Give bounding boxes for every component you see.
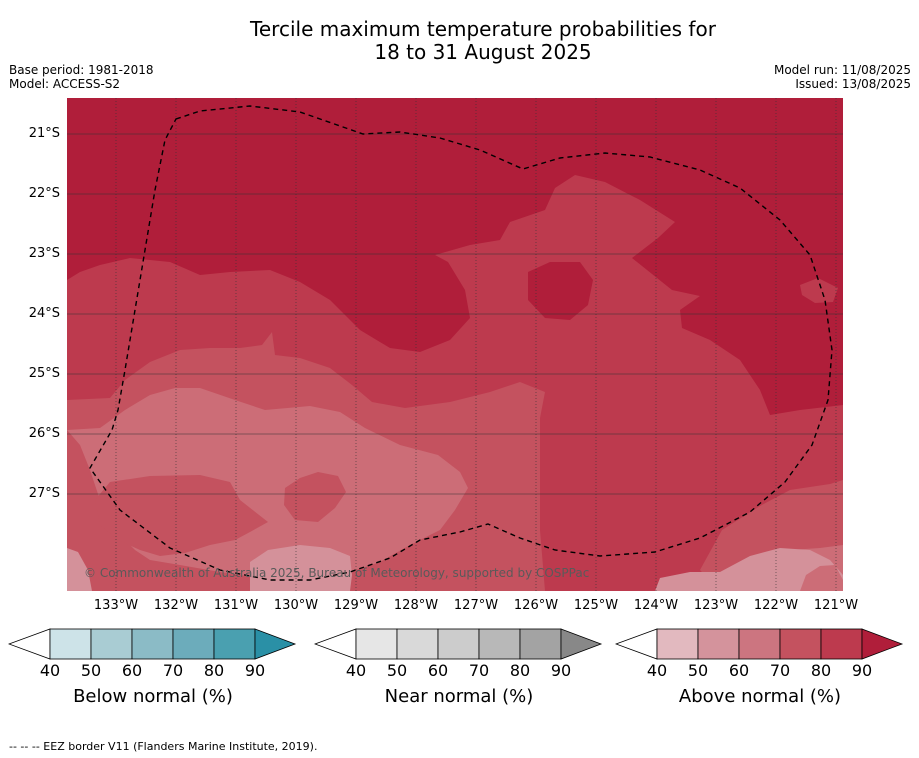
colorbar-tick: 90 xyxy=(550,661,572,680)
region-above-80-east xyxy=(800,278,838,303)
lon-label: 124°W xyxy=(633,598,679,613)
region-above-50 xyxy=(67,545,843,591)
lat-label: 22°S xyxy=(28,186,60,201)
legend-near-normal: 40 50 60 70 80 90 Near normal (%) xyxy=(314,628,604,718)
region-above-60 xyxy=(67,388,843,591)
lat-label: 25°S xyxy=(28,366,60,381)
map-title: Tercile maximum temperature probabilitie… xyxy=(0,18,919,64)
base-period: Base period: 1981-2018 xyxy=(9,63,154,77)
colorbar-tick: 90 xyxy=(851,661,873,680)
lon-label: 125°W xyxy=(573,598,619,613)
lat-label: 24°S xyxy=(28,306,60,321)
lon-label: 121°W xyxy=(813,598,859,613)
colorbar-max-triangle xyxy=(560,628,603,660)
colorbar-bin xyxy=(355,628,398,660)
lon-label: 126°W xyxy=(513,598,559,613)
lon-label: 128°W xyxy=(393,598,439,613)
colorbar-tick: 50 xyxy=(80,661,102,680)
graticule-meridians xyxy=(115,98,837,591)
lat-label: 23°S xyxy=(28,246,60,261)
colorbar-tick: 40 xyxy=(345,661,367,680)
graticule xyxy=(67,133,843,495)
colorbar-bin xyxy=(172,628,215,660)
colorbar-max-triangle xyxy=(861,628,904,660)
lon-label: 133°W xyxy=(93,598,139,613)
probability-field: © Commonwealth of Australia 2025, Bureau… xyxy=(67,98,843,591)
colorbar-bin xyxy=(738,628,781,660)
model-name: Model: ACCESS-S2 xyxy=(9,77,121,91)
colorbar-tick: 80 xyxy=(509,661,531,680)
legend-title: Below normal (%) xyxy=(73,686,233,707)
colorbar-max-triangle xyxy=(254,628,297,660)
colorbar-bin xyxy=(519,628,562,660)
legend-title: Above normal (%) xyxy=(678,686,842,707)
run-info: Model run: 11/08/2025 Issued: 13/08/2025 xyxy=(774,63,911,91)
region-above-90-island xyxy=(528,262,593,320)
region-above-70-patch xyxy=(95,475,268,556)
copyright-text: © Commonwealth of Australia 2025, Bureau… xyxy=(84,566,589,580)
model-info: Base period: 1981-2018 Model: ACCESS-S2 xyxy=(9,63,154,91)
lon-label: 132°W xyxy=(153,598,199,613)
region-above-60-se xyxy=(800,565,843,591)
colorbar-above-normal xyxy=(615,628,904,660)
colorbar-bin xyxy=(437,628,480,660)
colorbar-bin xyxy=(697,628,740,660)
colorbar-tick: 70 xyxy=(162,661,184,680)
legend-above-normal: 40 50 60 70 80 90 Above normal (%) xyxy=(615,628,905,718)
colorbar-tick: 70 xyxy=(769,661,791,680)
colorbar-bin xyxy=(656,628,699,660)
colorbar-tick: 40 xyxy=(646,661,668,680)
region-above-70-blob xyxy=(284,472,346,522)
colorbar-tick: 60 xyxy=(728,661,750,680)
colorbar-tick: 60 xyxy=(427,661,449,680)
colorbar-bin xyxy=(49,628,92,660)
lon-label: 122°W xyxy=(753,598,799,613)
colorbar-min-triangle xyxy=(314,628,357,660)
legend-below-normal: 40 50 60 70 80 90 Below normal (%) xyxy=(8,628,298,718)
colorbar-tick: 80 xyxy=(810,661,832,680)
colorbar-bin xyxy=(779,628,822,660)
colorbar-tick: 70 xyxy=(468,661,490,680)
colorbar-below-normal xyxy=(8,628,297,660)
colorbar-bin xyxy=(213,628,256,660)
lon-label: 127°W xyxy=(453,598,499,613)
eez-footnote: -- -- -- EEZ border V11 (Flanders Marine… xyxy=(9,740,318,753)
colorbar-near-normal xyxy=(314,628,603,660)
colorbar-bin xyxy=(820,628,863,660)
eez-border xyxy=(89,105,833,581)
colorbar-bin xyxy=(90,628,133,660)
lon-label: 130°W xyxy=(273,598,319,613)
lat-label: 27°S xyxy=(28,486,60,501)
colorbar-tick: 40 xyxy=(39,661,61,680)
lon-label: 123°W xyxy=(693,598,739,613)
colorbar-min-triangle xyxy=(8,628,51,660)
legend-title: Near normal (%) xyxy=(384,686,534,707)
colorbar-tick: 80 xyxy=(203,661,225,680)
colorbar-min-triangle xyxy=(615,628,658,660)
model-run: Model run: 11/08/2025 xyxy=(773,63,911,77)
colorbar-tick: 60 xyxy=(121,661,143,680)
title-line-2: 18 to 31 August 2025 xyxy=(374,40,592,64)
colorbar-tick: 50 xyxy=(687,661,709,680)
colorbar-tick: 90 xyxy=(244,661,266,680)
lon-label: 131°W xyxy=(213,598,259,613)
title-line-1: Tercile maximum temperature probabilitie… xyxy=(250,17,716,41)
lon-label: 129°W xyxy=(333,598,379,613)
lat-label: 21°S xyxy=(28,126,60,141)
colorbar-bin xyxy=(478,628,521,660)
issued-date: Issued: 13/08/2025 xyxy=(795,77,911,91)
colorbar-bin xyxy=(131,628,174,660)
colorbar-tick: 50 xyxy=(386,661,408,680)
colorbar-bin xyxy=(396,628,439,660)
lat-label: 26°S xyxy=(28,426,60,441)
